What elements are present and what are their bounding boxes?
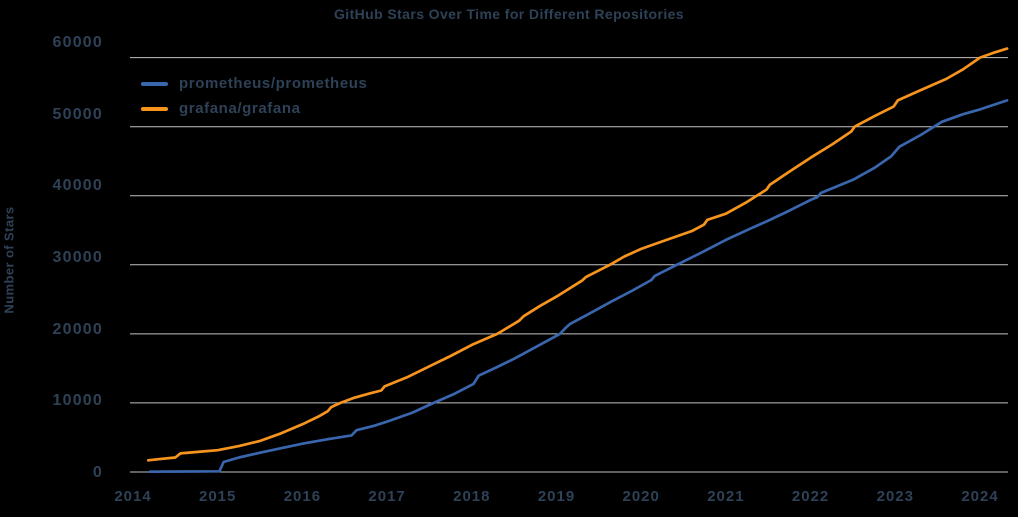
x-tick-label: 2023 <box>876 488 914 505</box>
x-tick-label: 2018 <box>453 488 491 505</box>
series-line-grafana <box>146 47 1009 462</box>
legend-line-swatch-prometheus <box>141 81 168 86</box>
y-tick-label: 40000 <box>52 177 103 195</box>
y-tick-label: 60000 <box>52 34 103 51</box>
x-tick-label: 2019 <box>537 488 576 505</box>
legend-line-swatch-grafana <box>141 106 168 111</box>
series-line-prometheus <box>148 99 1009 474</box>
x-tick-label: 2014 <box>114 488 152 505</box>
legend-item-prometheus: prometheus/prometheus <box>141 71 367 96</box>
x-tick-label: 2022 <box>791 488 830 505</box>
y-tick-label: 20000 <box>52 320 103 338</box>
x-tick-label: 2021 <box>707 488 745 505</box>
y-tick-label: 0 <box>92 464 103 481</box>
y-tick-label: 50000 <box>52 105 103 123</box>
chart-title: GitHub Stars Over Time for Different Rep… <box>334 6 684 22</box>
legend: prometheus/prometheus grafana/grafana <box>141 71 367 121</box>
legend-item-grafana: grafana/grafana <box>141 96 367 121</box>
x-tick-label: 2017 <box>368 488 406 505</box>
x-tick-label: 2024 <box>961 488 999 505</box>
y-tick-label: 30000 <box>52 249 103 266</box>
x-tick-label: 2020 <box>622 488 660 505</box>
x-tick-label: 2015 <box>199 488 237 505</box>
legend-label-grafana: grafana/grafana <box>179 100 301 117</box>
legend-label-prometheus: prometheus/prometheus <box>179 75 368 92</box>
x-tick-label: 2016 <box>283 488 322 505</box>
y-tick-label: 10000 <box>52 392 103 410</box>
